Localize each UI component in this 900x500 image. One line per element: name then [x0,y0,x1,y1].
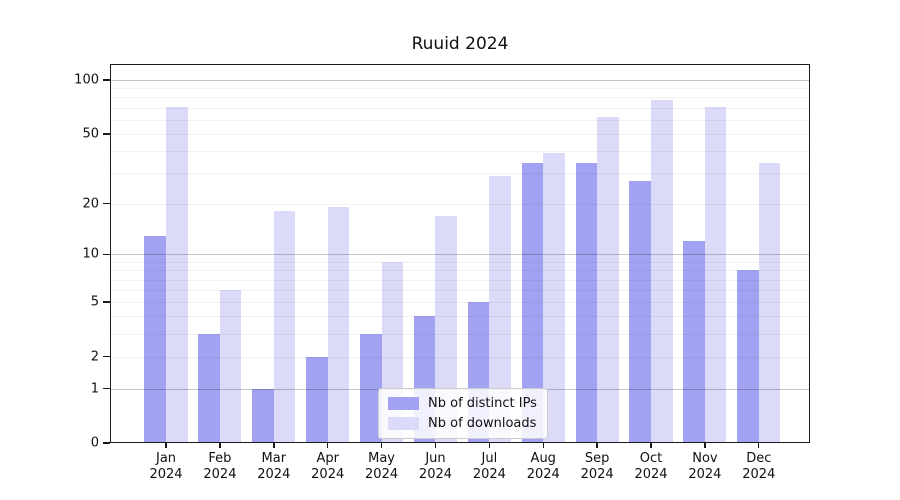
gridline-minor [110,203,810,205]
y-tick [103,253,110,256]
gridline-minor [110,88,810,90]
gridline-major [110,80,810,82]
x-tick [165,443,167,448]
gridline-minor [110,334,810,335]
x-tick [327,443,329,448]
x-tick-label: May 2024 [365,451,399,482]
gridline-minor [110,270,810,272]
gridline-minor [110,151,810,153]
bar-downloads-jul [489,175,511,443]
gridline-minor [110,316,810,318]
y-tick-label: 20 [82,196,99,212]
y-tick [103,301,110,303]
x-tick-label: Jun 2024 [418,451,453,482]
bar-distinct-ips-sep [575,163,598,443]
bar-downloads-apr [327,207,350,443]
bar-distinct-ips-oct [629,181,652,443]
legend-row-downloads: Nb of downloads [388,416,537,431]
bar-downloads-aug [543,152,565,443]
legend-label-distinct-ips: Nb of distinct IPs [428,396,537,411]
legend-swatch-downloads [388,417,419,430]
bar-downloads-jan [166,106,188,443]
chart-title: Ruuid 2024 [411,34,509,54]
y-tick [103,79,110,81]
legend-row-distinct-ips: Nb of distinct IPs [388,396,537,411]
x-tick [758,443,760,448]
y-tick [103,202,110,205]
y-tick [103,442,110,444]
bar-downloads-nov [704,106,727,443]
bar-distinct-ips-aug [521,163,544,443]
x-tick-label: Jan 2024 [149,451,183,482]
x-tick-label: Jul 2024 [472,451,506,482]
x-tick-label: Apr 2024 [311,451,345,482]
y-tick-label: 10 [82,246,99,262]
x-tick-label: Dec 2024 [742,451,776,482]
x-tick [650,443,652,448]
bar-distinct-ips-nov [683,241,705,443]
bar-downloads-oct [651,100,673,443]
y-tick [103,387,110,390]
bar-distinct-ips-mar [252,388,274,443]
gridline-minor [110,172,810,174]
bar-downloads-mar [273,211,296,443]
gridline-minor [110,302,810,304]
x-tick [596,443,598,448]
gridline-minor [110,97,810,99]
x-tick [488,443,491,448]
gridline-minor [110,356,810,358]
gridline-minor [110,119,810,121]
y-tick-label: 2 [90,349,99,365]
x-tick-label: Aug 2024 [526,451,560,482]
x-tick [704,443,706,448]
bar-downloads-feb [219,290,242,443]
x-tick [219,443,221,448]
y-tick-label: 50 [82,126,99,142]
x-tick-label: Nov 2024 [688,451,722,482]
y-tick [103,355,110,358]
bar-downloads-jun [435,215,458,443]
bar-downloads-sep [597,117,619,443]
y-tick-label: 0 [90,435,99,451]
bar-distinct-ips-apr [306,356,328,443]
x-tick [273,443,275,448]
legend-swatch-distinct-ips [388,397,419,410]
bar-distinct-ips-dec [737,270,759,443]
gridline-major [110,254,810,256]
x-tick-label: Feb 2024 [203,451,237,482]
legend: Nb of distinct IPs Nb of downloads [378,388,548,439]
y-tick [103,133,110,135]
bar-distinct-ips-feb [198,334,220,443]
bar-distinct-ips-jan [144,235,167,443]
x-tick-label: Mar 2024 [257,451,291,482]
y-tick-label: 5 [90,294,99,310]
x-tick [542,443,544,448]
bar-downloads-dec [758,163,781,443]
legend-label-downloads: Nb of downloads [428,416,537,431]
gridline-minor [110,133,810,135]
gridline-minor [110,279,810,281]
gridline-minor [110,261,810,263]
x-tick-label: Sep 2024 [580,451,614,482]
x-tick-label: Oct 2024 [634,451,668,482]
x-tick [434,443,437,448]
x-tick [380,443,383,448]
bar-distinct-ips-may [360,334,382,443]
gridline-minor [110,290,810,291]
y-tick-label: 1 [90,381,99,396]
gridline-minor [110,107,810,109]
y-tick-label: 100 [74,72,99,88]
